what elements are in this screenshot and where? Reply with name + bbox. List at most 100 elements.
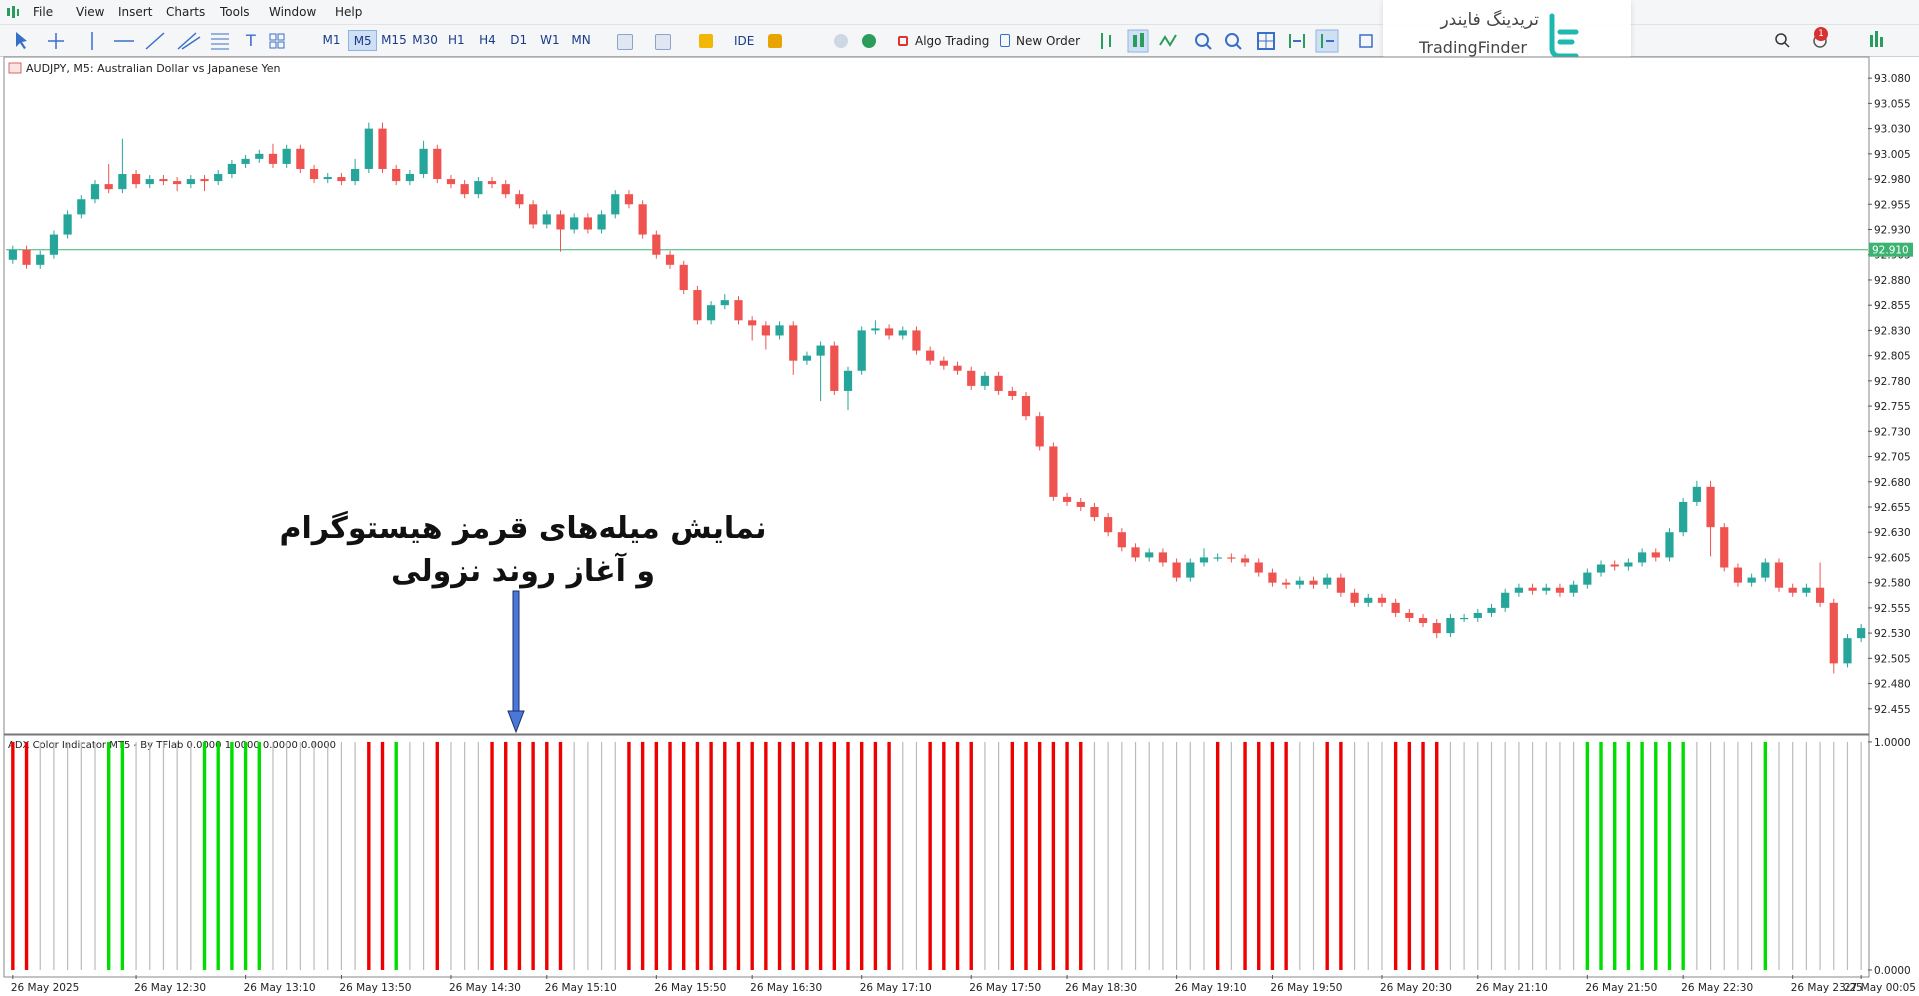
timeframe-button[interactable]: H1 [447, 33, 465, 47]
y-tick-label: 92.805 [1874, 351, 1911, 363]
y-tick-label: 92.580 [1874, 578, 1911, 590]
histogram-bar [1353, 741, 1356, 970]
menu-item[interactable]: Insert [118, 5, 153, 19]
candle-body [542, 214, 551, 225]
notification-badge[interactable]: 1 [1814, 27, 1828, 41]
timeframe-button[interactable]: MN [571, 33, 591, 47]
candle-body [1501, 592, 1510, 608]
candle-body [1323, 577, 1332, 585]
candle-body [1747, 577, 1756, 583]
histogram-bar [162, 741, 165, 970]
menu-item[interactable]: View [76, 5, 105, 19]
candle-body [1569, 584, 1578, 593]
histogram-bar [1654, 741, 1658, 970]
candle-body [1090, 506, 1099, 518]
histogram-bar [969, 741, 973, 970]
histogram-bar [422, 741, 425, 970]
template-icon[interactable] [655, 34, 671, 50]
y-tick-label: 92.680 [1874, 477, 1911, 489]
symbol-icon [8, 62, 22, 74]
candle-body [994, 375, 1003, 391]
timeframe-button[interactable]: H4 [479, 33, 496, 47]
candle-body [748, 320, 757, 326]
y2-tick-label: 0.0000 [1874, 965, 1911, 977]
histogram-bar [313, 741, 315, 970]
algo-icon[interactable] [898, 36, 908, 46]
menu-item[interactable]: Window [269, 5, 317, 19]
candle-body [1391, 602, 1400, 613]
timeframe-button[interactable]: M30 [412, 33, 438, 47]
candle-body [1596, 564, 1606, 573]
histogram-bar [1640, 741, 1644, 970]
histogram-bar [531, 741, 535, 970]
candle-body [145, 179, 154, 185]
histogram-bar [1573, 741, 1575, 970]
chart-type-icon[interactable] [617, 34, 633, 50]
menu-item[interactable]: Tools [220, 5, 250, 19]
y-tick-label: 92.930 [1874, 225, 1911, 237]
lock-icon[interactable] [768, 34, 782, 48]
histogram-bar [1367, 741, 1369, 970]
histogram-bar [928, 741, 932, 970]
histogram-bar [915, 741, 918, 970]
histogram-bar [750, 741, 754, 970]
histogram-bar [1723, 741, 1725, 970]
histogram-bar [517, 741, 522, 970]
candle-body [1555, 587, 1565, 593]
menu-item[interactable]: Charts [166, 5, 206, 19]
histogram-bar [736, 741, 741, 970]
y-tick-label: 92.555 [1874, 603, 1911, 615]
timeframe-button[interactable]: M1 [322, 33, 341, 47]
algo-trading-button[interactable]: Algo Trading [915, 34, 990, 48]
timeframe-button[interactable]: M15 [381, 33, 407, 47]
histogram-bar [873, 741, 878, 970]
cloud-icon[interactable] [834, 34, 848, 48]
candle-body [173, 181, 182, 185]
new-order-button[interactable]: New Order [1016, 34, 1081, 48]
histogram-bar [984, 741, 986, 970]
price-icon[interactable] [699, 34, 713, 48]
histogram-bar [1215, 741, 1220, 970]
histogram-bar [573, 741, 575, 970]
histogram-bar [558, 741, 563, 970]
candle-body [665, 254, 675, 265]
candle-body [898, 330, 907, 336]
candle-body [652, 234, 661, 255]
candle-body [1487, 607, 1496, 613]
candle-body [1761, 562, 1770, 578]
menu-item[interactable]: Help [335, 5, 363, 19]
timeframe-button[interactable]: D1 [510, 33, 528, 47]
candle-body [1076, 501, 1085, 507]
candle-body [255, 153, 264, 159]
menu-item[interactable]: File [33, 5, 54, 19]
candle-body [953, 365, 962, 371]
timeframe-button[interactable]: M5 [348, 30, 378, 51]
histogram-bar [1312, 741, 1315, 970]
candle-body [1131, 547, 1140, 558]
histogram-bar [464, 741, 466, 970]
histogram-bar [1545, 741, 1547, 970]
candle-body [1460, 617, 1469, 620]
ide-button[interactable]: IDE [734, 34, 755, 48]
candle-body [1117, 532, 1126, 548]
x-tick-label: 26 May 20:30 [1380, 982, 1452, 994]
candle-body [214, 174, 223, 182]
x-tick-label: 26 May 2025 [11, 982, 79, 994]
signal-icon[interactable] [862, 34, 876, 48]
y-tick-label: 92.880 [1874, 275, 1911, 287]
order-icon[interactable] [1000, 34, 1010, 47]
x-tick-label: 26 May 22:30 [1681, 982, 1753, 994]
candle-body [419, 148, 428, 175]
candle-body [1062, 496, 1072, 502]
histogram-bar [846, 741, 850, 970]
histogram-bar [299, 741, 301, 970]
histogram-bar [1270, 741, 1275, 970]
histogram-bar [327, 741, 329, 970]
candle-body [1364, 597, 1373, 603]
histogram-bar [1751, 741, 1753, 970]
histogram-bar [777, 741, 782, 970]
candle-body [1295, 580, 1304, 585]
candle-body [460, 184, 469, 195]
histogram-bar [1626, 741, 1631, 970]
timeframe-button[interactable]: W1 [540, 33, 560, 47]
